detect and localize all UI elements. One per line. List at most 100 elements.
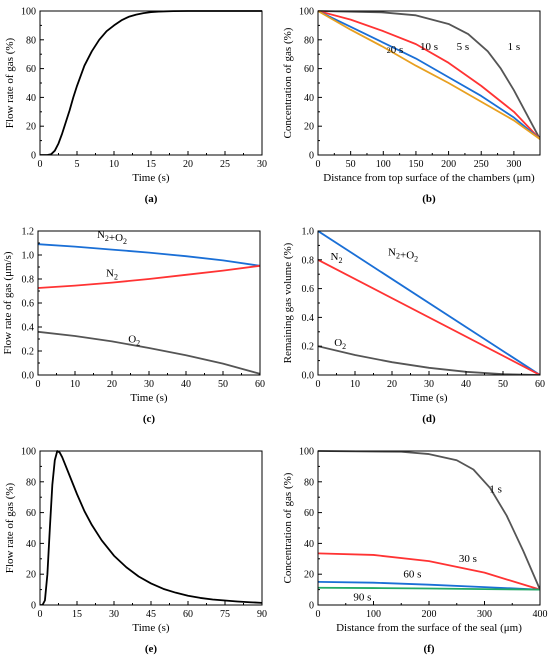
x-tick-label: 60	[255, 379, 265, 390]
y-tick-label: 20	[304, 122, 314, 133]
x-tick-label: 0	[316, 159, 321, 170]
x-tick-label: 30	[257, 159, 267, 170]
y-tick-label: 1.0	[302, 227, 315, 238]
x-axis-label: Time (s)	[132, 172, 170, 184]
x-tick-label: 0	[38, 609, 43, 620]
chart-b: 0 50 100 150 200 250 300 0 20 40 60 80 100 Distance f…	[282, 7, 541, 205]
x-axis-label: Time (s)	[130, 392, 168, 404]
y-tick-label: 40	[26, 93, 36, 104]
x-tick-label: 20	[387, 379, 397, 390]
y-axis-label: Concentration of gas (%)	[282, 472, 294, 583]
chart-d: 0 10 20 30 40 50 60 0.0 0.2 0.4 0.6 0.8 1.0 Time (s) R…	[282, 227, 545, 426]
series-annotation: O2	[334, 337, 346, 351]
x-tick-label: 45	[146, 609, 156, 620]
series-line-0	[318, 450, 540, 590]
series-annotation: N2+O2	[388, 246, 418, 263]
x-tick-label: 0	[316, 609, 321, 620]
panel-label: (f)	[424, 643, 435, 655]
series-line-0	[318, 230, 540, 375]
x-tick-label: 40	[181, 379, 191, 390]
x-tick-label: 300	[506, 159, 521, 170]
x-tick-label: 100	[376, 159, 391, 170]
y-axis-label: Flow rate of gas (%)	[4, 37, 16, 128]
chart-f: 0 100 200 300 400 0 20 40 60 80 100 Distance from t…	[282, 447, 548, 656]
x-tick-label: 300	[477, 609, 492, 620]
y-tick-label: 60	[304, 508, 314, 519]
panel-label: (b)	[422, 193, 436, 205]
y-tick-label: 20	[26, 122, 36, 133]
x-tick-label: 15	[146, 159, 156, 170]
panel-label: (e)	[145, 643, 158, 655]
y-tick-label: 40	[304, 93, 314, 104]
series-line-2	[318, 345, 540, 375]
series-annotation: 5 s	[457, 41, 470, 53]
x-tick-label: 15	[72, 609, 82, 620]
x-tick-label: 20	[107, 379, 117, 390]
x-tick-label: 250	[474, 159, 489, 170]
x-tick-label: 0	[316, 379, 321, 390]
series-annotation: 10 s	[420, 41, 438, 53]
y-tick-label: 100	[21, 7, 36, 18]
panel-label: (d)	[422, 413, 436, 425]
y-tick-label: 0	[31, 151, 36, 162]
series-line-1	[318, 10, 540, 140]
y-tick-label: 40	[304, 539, 314, 550]
y-tick-label: 60	[304, 64, 314, 75]
x-tick-label: 30	[144, 379, 154, 390]
y-tick-label: 60	[26, 508, 36, 519]
y-tick-label: 0	[309, 601, 314, 612]
series-annotation: 90 s	[353, 591, 371, 603]
y-tick-label: 1.0	[22, 251, 35, 262]
chart-a: 0 5 10 15 20 25 30 0 20 40 60 80 100 Time (s) Flow rat…	[4, 7, 267, 206]
x-axis-label: Time (s)	[410, 392, 448, 404]
plot-frame	[317, 10, 541, 156]
x-tick-label: 10	[70, 379, 80, 390]
y-axis-label: Flow rate of gas (μm/s)	[2, 251, 14, 354]
series-annotation: N2+O2	[97, 229, 127, 246]
y-tick-label: 60	[26, 64, 36, 75]
x-tick-label: 150	[408, 159, 423, 170]
y-axis-label: Flow rate of gas (%)	[4, 482, 16, 573]
y-tick-label: 100	[21, 447, 36, 458]
y-tick-label: 100	[299, 7, 314, 18]
x-tick-label: 30	[109, 609, 119, 620]
y-tick-label: 0.4	[302, 313, 315, 324]
x-tick-label: 90	[257, 609, 267, 620]
series-line-0	[40, 450, 262, 605]
y-tick-label: 0.8	[22, 275, 35, 286]
x-axis-label: Distance from the surface of the seal (μ…	[336, 622, 522, 634]
series-line-2	[38, 330, 260, 375]
x-tick-label: 50	[346, 159, 356, 170]
series-annotation: 20 s	[387, 44, 404, 56]
x-tick-label: 50	[218, 379, 228, 390]
series-line-1	[318, 259, 540, 375]
x-tick-label: 10	[109, 159, 119, 170]
y-tick-label: 0.4	[22, 323, 35, 334]
y-tick-label: 0.8	[302, 255, 315, 266]
y-tick-label: 80	[26, 477, 36, 488]
y-tick-label: 0.6	[302, 284, 315, 295]
x-tick-label: 5	[75, 159, 80, 170]
y-tick-label: 80	[26, 35, 36, 46]
y-tick-label: 40	[26, 539, 36, 550]
series-annotation: N2	[106, 268, 118, 282]
plot-frame	[39, 10, 263, 156]
series-annotation: O2	[128, 334, 140, 348]
x-tick-label: 400	[533, 609, 548, 620]
x-tick-label: 25	[220, 159, 230, 170]
y-axis-label: Remaining gas volume (%)	[282, 242, 294, 363]
y-tick-label: 80	[304, 35, 314, 46]
series-line-3	[318, 586, 540, 591]
x-tick-label: 200	[441, 159, 456, 170]
y-tick-label: 0.6	[22, 299, 35, 310]
y-tick-label: 20	[26, 570, 36, 581]
y-tick-label: 80	[304, 477, 314, 488]
x-tick-label: 60	[535, 379, 545, 390]
panel-label: (a)	[145, 193, 158, 205]
series-annotation: 30 s	[459, 553, 477, 565]
series-annotation: 1 s	[489, 484, 502, 496]
series-line-1	[38, 264, 260, 289]
x-tick-label: 200	[422, 609, 437, 620]
series-line-0	[38, 243, 260, 267]
